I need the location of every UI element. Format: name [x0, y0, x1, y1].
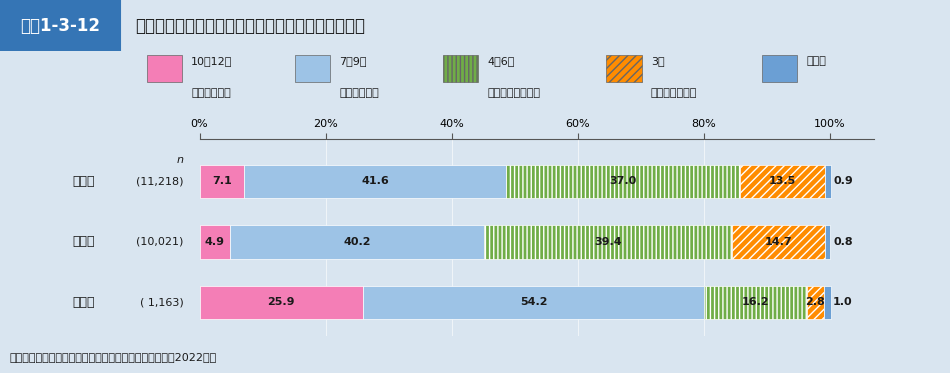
Text: n: n — [177, 155, 183, 165]
Text: （ほとんどない）: （ほとんどない） — [487, 88, 541, 98]
Bar — [484, 225, 732, 258]
Bar — [740, 165, 825, 198]
Text: 0.8: 0.8 — [833, 237, 853, 247]
Bar — [0, 0, 120, 51]
Text: 54.2: 54.2 — [520, 297, 547, 307]
Text: 2.8: 2.8 — [806, 297, 826, 307]
Text: 図表1-3-12: 図表1-3-12 — [20, 17, 100, 35]
Bar — [732, 225, 825, 258]
Text: い　る: い る — [72, 235, 95, 248]
Bar — [147, 55, 182, 82]
Bar — [606, 55, 641, 82]
Text: 全　体: 全 体 — [72, 175, 95, 188]
Text: （決してない）: （決してない） — [651, 88, 697, 98]
Bar — [200, 286, 363, 319]
Text: ( 1,163): ( 1,163) — [140, 297, 183, 307]
Text: （常にある）: （常にある） — [191, 88, 231, 98]
Text: 41.6: 41.6 — [362, 176, 389, 186]
Bar — [825, 165, 830, 198]
Text: 0.9: 0.9 — [833, 176, 853, 186]
Text: 7.1: 7.1 — [212, 176, 232, 186]
Bar — [762, 55, 797, 82]
Bar — [825, 286, 830, 319]
Bar — [506, 165, 740, 198]
Bar — [294, 55, 330, 82]
Text: 7～9点: 7～9点 — [339, 56, 367, 66]
Bar — [443, 55, 478, 82]
Bar — [200, 225, 231, 258]
Text: (11,218): (11,218) — [136, 176, 183, 186]
Text: 3点: 3点 — [651, 56, 664, 66]
Bar — [807, 286, 825, 319]
Text: 25.9: 25.9 — [267, 297, 294, 307]
Text: 4.9: 4.9 — [205, 237, 225, 247]
Text: (10,021): (10,021) — [136, 237, 183, 247]
Bar — [231, 225, 484, 258]
Text: 資料：内閣官房「人々のつながりに関する基礎調査」（2022年）: 資料：内閣官房「人々のつながりに関する基礎調査」（2022年） — [10, 352, 217, 362]
Text: 4～6点: 4～6点 — [487, 56, 515, 66]
Text: 40.2: 40.2 — [343, 237, 370, 247]
Text: 16.2: 16.2 — [742, 297, 770, 307]
Text: 不安や悩みの相談相手の有無別孤独感（間接質問）: 不安や悩みの相談相手の有無別孤独感（間接質問） — [135, 17, 365, 35]
Text: いない: いない — [72, 296, 95, 309]
Text: 無回答: 無回答 — [807, 56, 826, 66]
Bar — [705, 286, 807, 319]
Bar — [244, 165, 506, 198]
Text: 37.0: 37.0 — [610, 176, 636, 186]
Text: 14.7: 14.7 — [765, 237, 792, 247]
Text: 13.5: 13.5 — [769, 176, 796, 186]
Text: 39.4: 39.4 — [594, 237, 622, 247]
Text: 1.0: 1.0 — [833, 297, 853, 307]
Bar — [200, 165, 244, 198]
Text: （時々ある）: （時々ある） — [339, 88, 379, 98]
Bar — [363, 286, 705, 319]
Bar — [825, 225, 830, 258]
Text: 10～12点: 10～12点 — [191, 56, 233, 66]
